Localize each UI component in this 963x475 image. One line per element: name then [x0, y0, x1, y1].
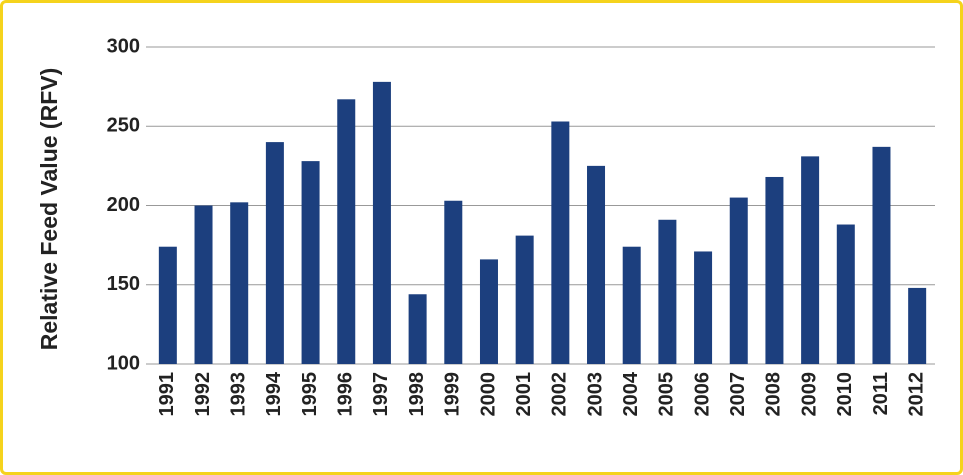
- bar: [265, 142, 284, 364]
- bar: [444, 200, 463, 364]
- x-tick-label: 1994: [263, 371, 285, 416]
- x-tick-label: 1993: [227, 372, 249, 417]
- bar: [694, 251, 713, 364]
- bar: [337, 99, 356, 365]
- bar: [908, 287, 927, 364]
- x-tick-label: 2010: [834, 372, 856, 417]
- x-tick-label: 2012: [905, 372, 927, 417]
- y-axis-label: Relative Feed Value (RFV): [36, 68, 62, 350]
- x-tick-label: 1991: [156, 372, 178, 417]
- bar: [765, 176, 784, 364]
- y-tick-label: 100: [107, 352, 140, 374]
- y-tick-label: 150: [107, 273, 140, 295]
- x-tick-label: 2002: [549, 372, 571, 417]
- bar: [372, 81, 391, 365]
- x-tick-label: 1996: [335, 372, 357, 417]
- bar: [301, 161, 320, 364]
- bar: [194, 205, 213, 364]
- x-tick-label: 2009: [798, 372, 820, 417]
- bar: [658, 219, 677, 364]
- y-tick-label: 300: [107, 35, 140, 57]
- bar: [515, 235, 534, 364]
- bar: [479, 259, 498, 364]
- x-tick-label: 2008: [763, 372, 785, 417]
- y-tick-label: 250: [107, 115, 140, 137]
- x-tick-label: 2005: [656, 372, 678, 417]
- bar: [551, 121, 570, 365]
- x-tick-label: 2001: [513, 372, 535, 417]
- bar: [158, 246, 177, 364]
- y-tick-label: 200: [107, 194, 140, 216]
- bar: [230, 202, 249, 364]
- bar: [872, 146, 891, 364]
- chart: Relative Feed Value (RFV) 100 150 200 250 30…: [36, 35, 935, 417]
- x-tick-label: 1992: [192, 372, 214, 417]
- bar: [729, 197, 748, 364]
- bar: [408, 294, 427, 364]
- bar: [587, 165, 606, 364]
- x-tick-label: 2007: [727, 372, 749, 417]
- x-tick-label: 2006: [691, 372, 713, 417]
- bar: [836, 224, 855, 364]
- x-tick-label: 1999: [442, 372, 464, 417]
- bar: [801, 156, 820, 364]
- x-tick-label: 1998: [406, 372, 428, 417]
- x-tick-label: 2004: [620, 371, 642, 416]
- bar: [622, 246, 641, 364]
- x-tick-label: 2000: [477, 372, 499, 417]
- x-tick-label: 1997: [370, 372, 392, 417]
- x-tick-label: 1995: [299, 372, 321, 417]
- x-tick-label: 2003: [584, 372, 606, 417]
- x-tick-label: 2011: [870, 372, 892, 415]
